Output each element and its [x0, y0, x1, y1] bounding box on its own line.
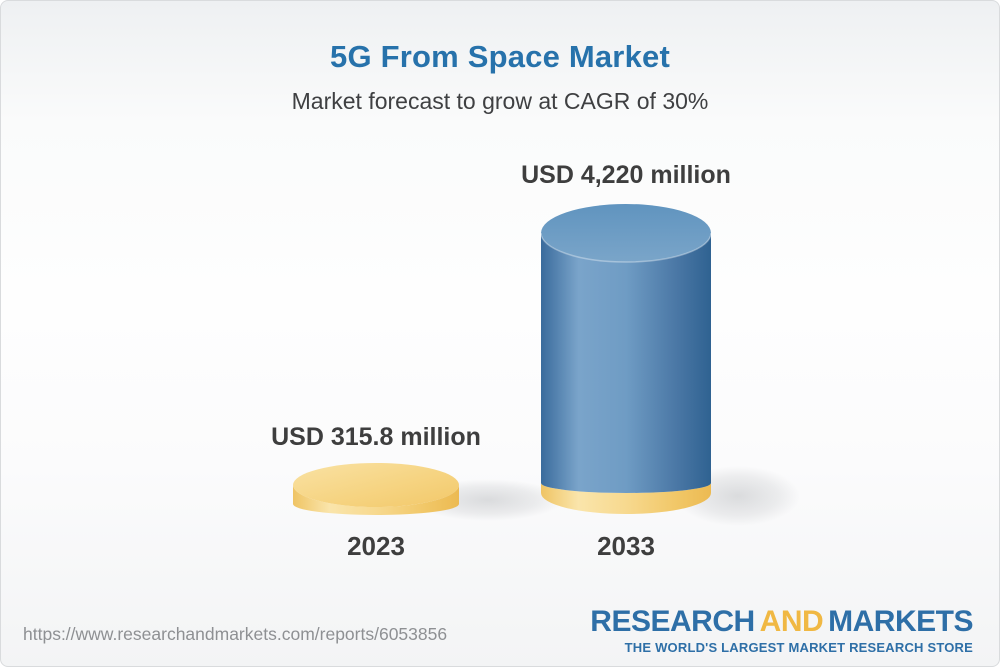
bar-2023-cylinder — [293, 463, 459, 515]
brand-logo: RESEARCH AND MARKETS THE WORLD'S LARGEST M… — [590, 607, 973, 655]
category-label-2033: 2033 — [597, 531, 655, 561]
report-url-link[interactable]: https://www.researchandmarkets.com/repor… — [23, 624, 448, 644]
logo-word-and: AND — [759, 605, 824, 638]
value-label-2023: USD 315.8 million — [271, 423, 481, 451]
chart-subtitle: Market forecast to grow at CAGR of 30% — [291, 88, 709, 114]
logo-word-research: RESEARCH — [590, 605, 755, 638]
category-label-2023: 2023 — [347, 531, 405, 561]
brand-logo-wordmark: RESEARCH AND MARKETS — [590, 607, 973, 637]
brand-tagline: THE WORLD'S LARGEST MARKET RESEARCH STOR… — [624, 640, 973, 655]
logo-word-markets: MARKETS — [828, 605, 973, 638]
page-title: 5G From Space Market — [330, 39, 670, 74]
footer: https://www.researchandmarkets.com/repor… — [23, 607, 973, 655]
chart-header: 5G From Space Market Market forecast to … — [1, 1, 999, 115]
bar-2033-cylinder — [540, 204, 712, 514]
value-label-2033: USD 4,220 million — [521, 161, 731, 189]
